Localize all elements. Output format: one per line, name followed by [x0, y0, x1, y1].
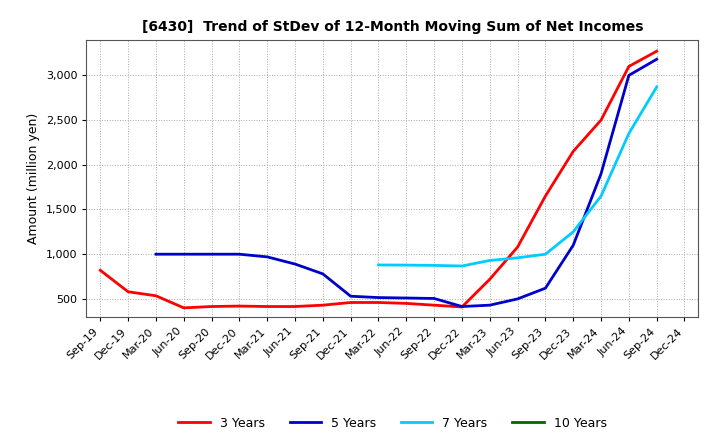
Line: 5 Years: 5 Years [156, 59, 657, 307]
3 Years [318, 303, 327, 308]
5 Years [374, 295, 383, 300]
Y-axis label: Amount (million yen): Amount (million yen) [27, 113, 40, 244]
7 Years [652, 84, 661, 90]
7 Years [597, 194, 606, 199]
5 Years [291, 261, 300, 267]
7 Years [430, 263, 438, 268]
5 Years [541, 286, 550, 291]
3 Years [597, 117, 606, 123]
Legend: 3 Years, 5 Years, 7 Years, 10 Years: 3 Years, 5 Years, 7 Years, 10 Years [174, 412, 611, 435]
7 Years [458, 264, 467, 269]
5 Years [569, 242, 577, 248]
7 Years [541, 252, 550, 257]
7 Years [513, 255, 522, 260]
5 Years [513, 296, 522, 301]
3 Years [124, 289, 132, 294]
3 Years [263, 304, 271, 309]
5 Years [263, 254, 271, 260]
3 Years [430, 303, 438, 308]
7 Years [624, 131, 633, 136]
7 Years [485, 258, 494, 263]
3 Years [513, 244, 522, 249]
5 Years [458, 304, 467, 309]
5 Years [597, 171, 606, 176]
Line: 7 Years: 7 Years [379, 87, 657, 266]
5 Years [318, 271, 327, 276]
7 Years [374, 262, 383, 268]
3 Years [235, 304, 243, 309]
7 Years [402, 263, 410, 268]
5 Years [485, 303, 494, 308]
3 Years [541, 194, 550, 199]
7 Years [569, 229, 577, 235]
3 Years [152, 293, 161, 298]
5 Years [179, 252, 188, 257]
5 Years [652, 57, 661, 62]
Line: 3 Years: 3 Years [100, 51, 657, 308]
3 Years [207, 304, 216, 309]
3 Years [346, 300, 355, 305]
3 Years [458, 304, 467, 310]
3 Years [402, 301, 410, 306]
5 Years [624, 73, 633, 78]
3 Years [374, 300, 383, 305]
5 Years [207, 252, 216, 257]
3 Years [624, 64, 633, 69]
3 Years [569, 149, 577, 154]
3 Years [652, 48, 661, 54]
Title: [6430]  Trend of StDev of 12-Month Moving Sum of Net Incomes: [6430] Trend of StDev of 12-Month Moving… [142, 20, 643, 34]
3 Years [485, 277, 494, 282]
5 Years [152, 252, 161, 257]
3 Years [179, 305, 188, 311]
3 Years [291, 304, 300, 309]
3 Years [96, 268, 104, 273]
5 Years [235, 252, 243, 257]
5 Years [430, 296, 438, 301]
5 Years [346, 293, 355, 299]
5 Years [402, 295, 410, 301]
